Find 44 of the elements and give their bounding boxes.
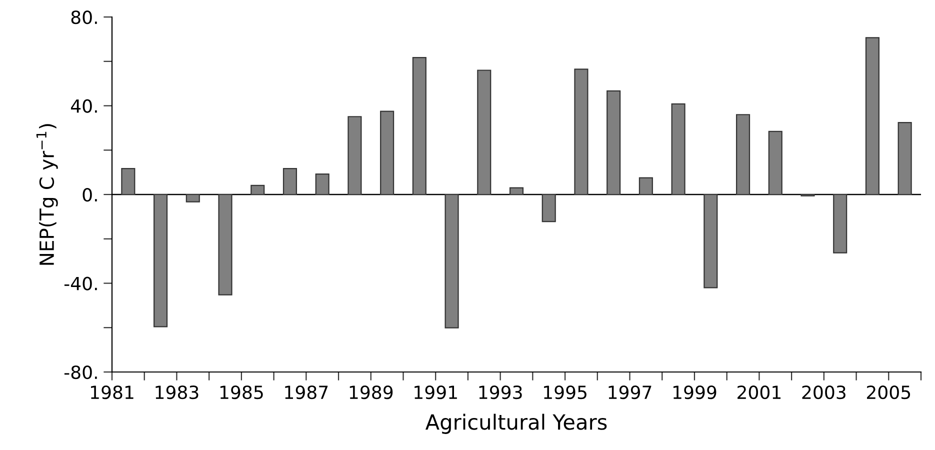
x-tick-label: 1991 <box>414 386 457 400</box>
x-tick-label: 1985 <box>220 386 263 400</box>
bar <box>282 168 298 196</box>
x-tick-label: 1995 <box>544 386 586 400</box>
bar <box>444 194 459 328</box>
bar <box>606 90 621 196</box>
x-tick-label: 1983 <box>156 386 198 400</box>
bar <box>542 194 556 222</box>
bar <box>574 68 588 196</box>
bar <box>704 194 718 288</box>
x-tick-label: 2003 <box>802 386 846 400</box>
bar <box>250 184 265 196</box>
bar <box>348 116 362 196</box>
y-tick-label: -80. <box>64 365 97 380</box>
bar <box>154 194 168 328</box>
bar <box>380 110 394 196</box>
bar <box>121 168 136 196</box>
bar <box>412 57 426 196</box>
bar <box>638 177 653 196</box>
x-tick-label: 2001 <box>738 386 781 400</box>
bar <box>898 122 912 196</box>
bar <box>671 103 686 196</box>
bar <box>736 114 750 196</box>
bar <box>218 194 232 296</box>
x-tick-label: 1989 <box>350 386 393 400</box>
bar <box>768 130 782 196</box>
y-tick-label: 0. <box>82 188 97 202</box>
y-tick-label: 40. <box>70 99 97 113</box>
x-tick-label: 1999 <box>673 386 716 400</box>
y-axis-title: NEP(Tg C yr$^{−1}$) <box>36 124 58 265</box>
bar <box>186 194 200 202</box>
bar <box>315 174 330 196</box>
x-tick-label: 1997 <box>608 386 652 400</box>
y-tick-label: 80. <box>71 10 97 24</box>
x-tick-label: 2005 <box>866 386 910 400</box>
x-axis-title: Agricultural Years <box>425 414 607 434</box>
x-tick-label: 1993 <box>479 386 522 400</box>
x-tick-label: 1981 <box>91 386 134 400</box>
bar <box>509 187 524 196</box>
x-tick-label: 1987 <box>285 386 328 400</box>
y-tick-label: -40. <box>64 276 97 290</box>
bar <box>833 194 848 254</box>
bar <box>477 70 492 196</box>
bar <box>865 37 880 196</box>
